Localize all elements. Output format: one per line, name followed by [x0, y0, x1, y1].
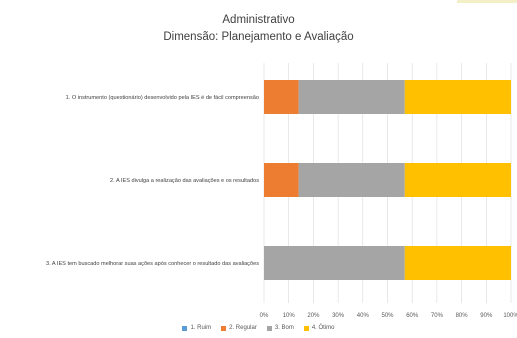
legend-swatch: [266, 325, 272, 331]
legend-item: 2. Regular: [221, 325, 257, 331]
x-tick-label: 40%: [357, 313, 370, 319]
legend-item: 3. Bom: [266, 325, 294, 331]
x-tick-label: 90%: [480, 313, 493, 319]
bar-segment: [404, 246, 511, 280]
x-tick-label: 30%: [332, 313, 345, 319]
legend-label: 1. Ruim: [190, 325, 212, 331]
x-tick-label: 50%: [381, 313, 394, 319]
bar-segment: [404, 80, 511, 114]
bar-segment: [264, 80, 299, 114]
legend-item: 1. Ruim: [182, 325, 211, 331]
x-tick-label: 100%: [503, 313, 517, 319]
legend-item: 4. Ótimo: [303, 325, 335, 331]
category-label: 2. A IES divulga a realização das avalia…: [110, 178, 259, 184]
accent-strip: [457, 0, 517, 3]
bar-segment: [264, 246, 405, 280]
category-label: 3. A IES tem buscado melhorar suas ações…: [46, 261, 259, 267]
bar-segment: [404, 163, 511, 197]
bar-segment: [298, 163, 405, 197]
legend: 1. Ruim 2. Regular 3. Bom 4. Ótimo: [0, 325, 517, 331]
legend-swatch: [221, 325, 227, 331]
category-label: 1. O instrumento (questionário) desenvol…: [66, 95, 259, 101]
x-tick-label: 80%: [456, 313, 469, 319]
legend-swatch: [303, 325, 309, 331]
x-tick-label: 20%: [307, 313, 320, 319]
legend-label: 2. Regular: [229, 325, 257, 331]
legend-label: 4. Ótimo: [311, 325, 335, 331]
x-tick-label: 0%: [260, 313, 269, 319]
x-tick-label: 60%: [406, 313, 419, 319]
bar-segment: [298, 80, 405, 114]
chart-title: Administrativo: [222, 14, 295, 26]
bar-segment: [264, 163, 299, 197]
x-tick-label: 70%: [431, 313, 444, 319]
legend-label: 3. Bom: [274, 325, 294, 331]
chart-subtitle: Dimensão: Planejamento e Avaliação: [163, 31, 354, 43]
legend-swatch: [182, 325, 188, 331]
x-tick-label: 10%: [283, 313, 296, 319]
